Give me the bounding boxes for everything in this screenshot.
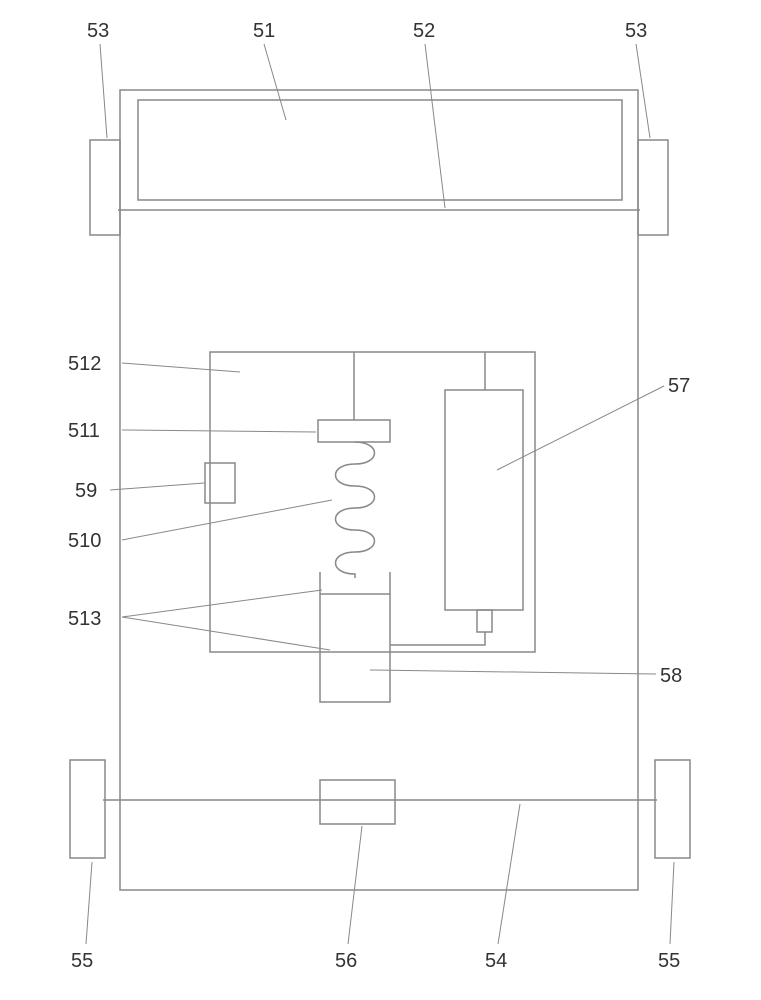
diagram-svg [0, 0, 761, 1000]
label-52: 52 [413, 20, 435, 43]
label-55-left: 55 [71, 950, 93, 973]
label-58: 58 [660, 665, 682, 688]
leader-lines [86, 44, 674, 944]
label-513: 513 [68, 608, 101, 631]
wheel-front-right [638, 140, 668, 235]
label-511: 511 [68, 420, 100, 443]
label-51: 51 [253, 20, 275, 43]
label-55-right: 55 [658, 950, 680, 973]
label-53-right: 53 [625, 20, 647, 43]
spring [336, 442, 375, 578]
cylinder-57 [445, 390, 523, 610]
plate-511 [318, 420, 390, 442]
label-510: 510 [68, 530, 101, 553]
label-57: 57 [668, 375, 690, 398]
wheel-front-left [90, 140, 120, 235]
pipe-58 [390, 632, 485, 645]
upper-cabin [138, 100, 622, 200]
label-53-left: 53 [87, 20, 109, 43]
cylinder-stub [477, 610, 492, 632]
label-512: 512 [68, 353, 101, 376]
label-56: 56 [335, 950, 357, 973]
wheel-rear-left [70, 760, 105, 858]
wheel-rear-right [655, 760, 690, 858]
rear-gearbox [320, 780, 395, 824]
cup-513 [320, 572, 390, 702]
label-59: 59 [75, 480, 97, 503]
label-54: 54 [485, 950, 507, 973]
